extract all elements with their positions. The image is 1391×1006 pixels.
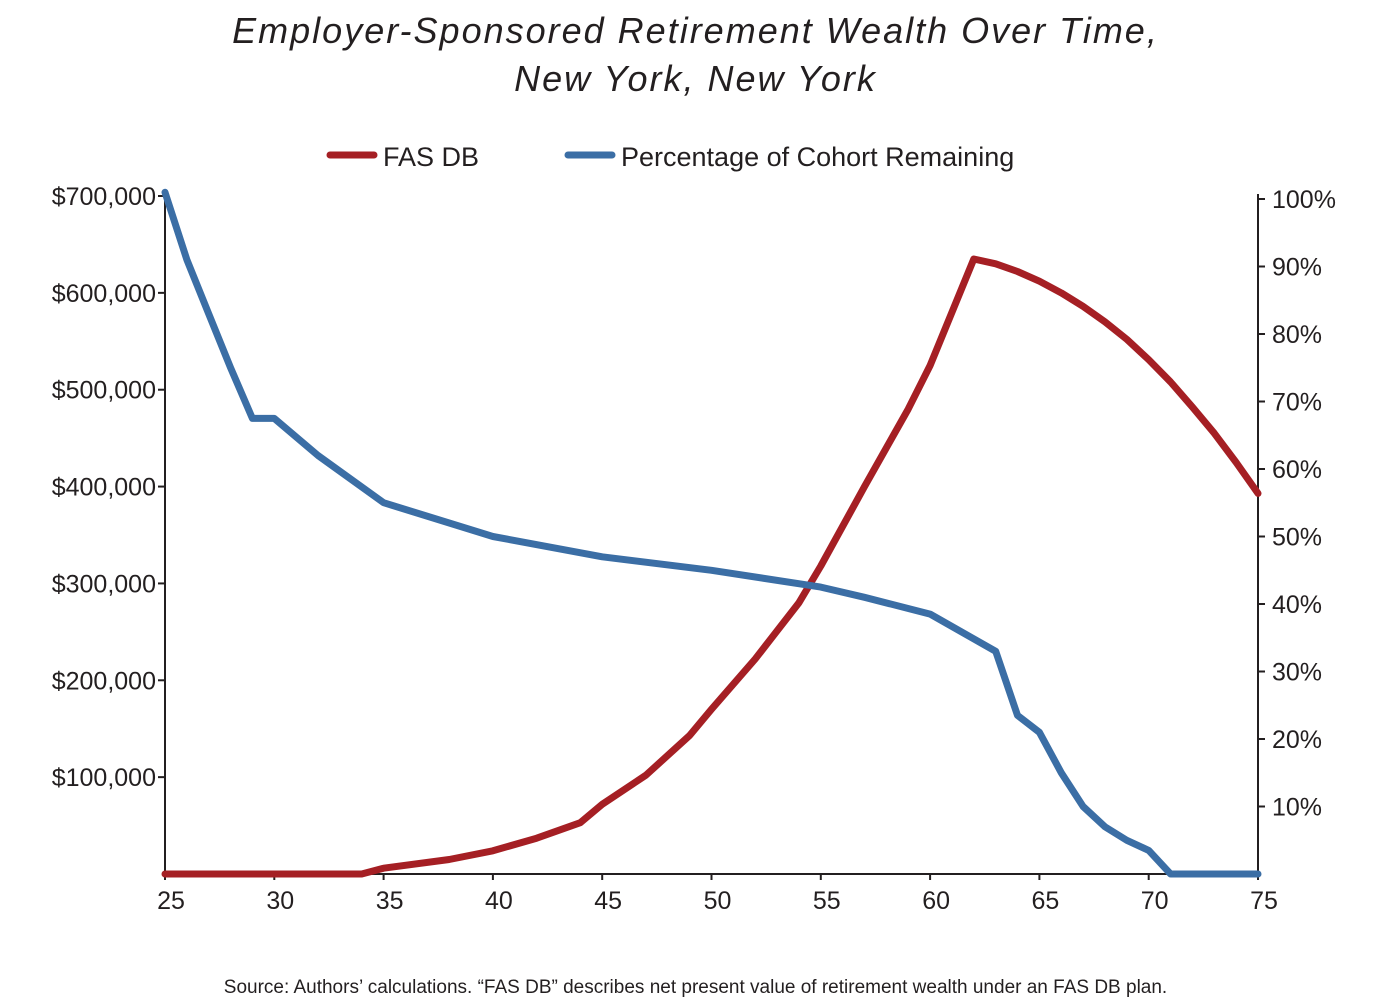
right-y-tick-label: 30%	[1272, 659, 1322, 687]
cohort-remaining-line	[161, 188, 1262, 878]
x-tick-label: 25	[157, 887, 185, 915]
chart-canvas: $700,000 $600,000 $500,000 $400,000 $300,000…	[52, 142, 1336, 915]
left-y-tick-label: $200,000	[52, 667, 156, 695]
right-y-tick-label: 60%	[1272, 456, 1322, 484]
right-y-tick-label: 50%	[1272, 524, 1322, 552]
chart-title-line-2: New York, New York	[514, 58, 877, 99]
left-y-tick-label: $100,000	[52, 764, 156, 792]
x-tick-label: 70	[1141, 887, 1169, 915]
right-y-tick-label: 40%	[1272, 591, 1322, 619]
left-y-tick-label: $500,000	[52, 377, 156, 405]
x-tick-label: 65	[1031, 887, 1059, 915]
left-y-tick-label: $600,000	[52, 280, 156, 308]
source-note: Source: Authors’ calculations. “FAS DB” …	[223, 977, 1168, 998]
right-y-tick-label: 80%	[1272, 321, 1322, 349]
left-y-tick-label: $400,000	[52, 474, 156, 502]
left-y-tick-label: $700,000	[52, 183, 156, 211]
x-tick-label: 40	[485, 887, 513, 915]
legend-fas-db-label: FAS DB	[383, 142, 479, 172]
x-tick-label: 60	[922, 887, 950, 915]
right-y-tick-label: 10%	[1272, 794, 1322, 822]
right-y-tick-label: 90%	[1272, 254, 1322, 282]
right-y-tick-label: 70%	[1272, 389, 1322, 417]
x-tick-label: 45	[594, 887, 622, 915]
x-tick-label: 30	[266, 887, 294, 915]
legend-cohort-remaining-label: Percentage of Cohort Remaining	[621, 142, 1014, 172]
x-tick-label: 55	[813, 887, 841, 915]
chart-title-line-1: Employer-Sponsored Retirement Wealth Ove…	[232, 10, 1159, 51]
x-tick-label: 50	[704, 887, 732, 915]
fas-db-line	[161, 255, 1262, 878]
right-y-tick-label: 100%	[1272, 186, 1336, 214]
x-tick-label: 75	[1250, 887, 1278, 915]
x-tick-label: 35	[376, 887, 404, 915]
right-y-tick-label: 20%	[1272, 726, 1322, 754]
left-y-tick-label: $300,000	[52, 570, 156, 598]
